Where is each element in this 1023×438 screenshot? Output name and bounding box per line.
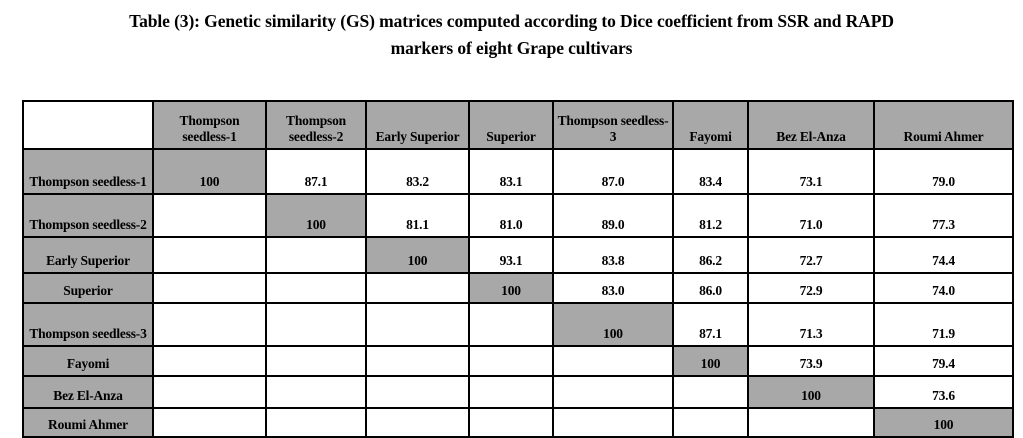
table-row: Thompson seedless-3 100 87.1 71.3 71.9 (22, 302, 1014, 347)
value-cell (365, 375, 470, 409)
value-cell (265, 407, 367, 438)
value-cell: 79.0 (873, 148, 1014, 195)
value-cell: 86.2 (672, 236, 749, 274)
value-cell (468, 345, 554, 377)
row-header: Thompson seedless-3 (22, 302, 154, 347)
value-cell (265, 345, 367, 377)
row-header: Thompson seedless-2 (22, 193, 154, 238)
value-cell (672, 375, 749, 409)
column-header: Bez El-Anza (747, 100, 875, 150)
value-cell (152, 236, 267, 274)
value-cell (468, 407, 554, 438)
diagonal-cell: 100 (747, 375, 875, 409)
similarity-table: Thompson seedless-1 Thompson seedless-2 Ea… (22, 100, 1014, 438)
value-cell (265, 375, 367, 409)
table-header: Thompson seedless-1 Thompson seedless-2 Ea… (22, 100, 1014, 150)
value-cell (468, 302, 554, 347)
value-cell (265, 272, 367, 304)
value-cell (152, 272, 267, 304)
column-header: Fayomi (672, 100, 749, 150)
table-container: Thompson seedless-1 Thompson seedless-2 Ea… (22, 100, 1014, 438)
diagonal-cell: 100 (152, 148, 267, 195)
value-cell: 72.7 (747, 236, 875, 274)
diagonal-cell: 100 (552, 302, 674, 347)
value-cell (152, 375, 267, 409)
row-header: Thompson seedless-1 (22, 148, 154, 195)
value-cell (552, 407, 674, 438)
diagonal-cell: 100 (672, 345, 749, 377)
value-cell (152, 345, 267, 377)
diagonal-cell: 100 (365, 236, 470, 274)
value-cell: 79.4 (873, 345, 1014, 377)
page-title-line1: Table (3): Genetic similarity (GS) matri… (129, 11, 894, 31)
value-cell: 81.1 (365, 193, 470, 238)
value-cell: 93.1 (468, 236, 554, 274)
value-cell: 71.9 (873, 302, 1014, 347)
value-cell: 89.0 (552, 193, 674, 238)
value-cell (365, 407, 470, 438)
table-row: Roumi Ahmer 100 (22, 407, 1014, 438)
value-cell: 81.2 (672, 193, 749, 238)
value-cell: 74.0 (873, 272, 1014, 304)
value-cell (672, 407, 749, 438)
value-cell (265, 236, 367, 274)
value-cell (365, 272, 470, 304)
value-cell: 87.1 (672, 302, 749, 347)
value-cell: 83.0 (552, 272, 674, 304)
table-row: Thompson seedless-2 100 81.1 81.0 89.0 81.2 71… (22, 193, 1014, 238)
value-cell: 83.4 (672, 148, 749, 195)
value-cell (552, 375, 674, 409)
table-row: Superior 100 83.0 86.0 72.9 74.0 (22, 272, 1014, 304)
table-row: Early Superior 100 93.1 83.8 86.2 72.7 74.4 (22, 236, 1014, 274)
column-header: Superior (468, 100, 554, 150)
value-cell: 83.2 (365, 148, 470, 195)
diagonal-cell: 100 (873, 407, 1014, 438)
header-row: Thompson seedless-1 Thompson seedless-2 Ea… (22, 100, 1014, 150)
column-header: Thompson seedless-2 (265, 100, 367, 150)
value-cell (365, 345, 470, 377)
corner-cell (22, 100, 154, 150)
value-cell: 73.9 (747, 345, 875, 377)
column-header: Roumi Ahmer (873, 100, 1014, 150)
table-row: Bez El-Anza 100 73.6 (22, 375, 1014, 409)
value-cell: 73.6 (873, 375, 1014, 409)
column-header: Thompson seedless-3 (552, 100, 674, 150)
value-cell (468, 375, 554, 409)
value-cell (265, 302, 367, 347)
table-row: Fayomi 100 73.9 79.4 (22, 345, 1014, 377)
diagonal-cell: 100 (468, 272, 554, 304)
column-header: Thompson seedless-1 (152, 100, 267, 150)
column-header: Early Superior (365, 100, 470, 150)
value-cell (152, 302, 267, 347)
row-header: Fayomi (22, 345, 154, 377)
value-cell (552, 345, 674, 377)
page-title: Table (3): Genetic similarity (GS) matri… (0, 8, 1023, 62)
value-cell (747, 407, 875, 438)
value-cell: 87.1 (265, 148, 367, 195)
value-cell: 87.0 (552, 148, 674, 195)
row-header: Bez El-Anza (22, 375, 154, 409)
value-cell: 73.1 (747, 148, 875, 195)
table-body: Thompson seedless-1 100 87.1 83.2 83.1 87.0 83… (22, 148, 1014, 438)
value-cell: 86.0 (672, 272, 749, 304)
row-header: Early Superior (22, 236, 154, 274)
value-cell: 81.0 (468, 193, 554, 238)
value-cell: 83.8 (552, 236, 674, 274)
page-title-line2: markers of eight Grape cultivars (390, 38, 633, 59)
value-cell (152, 407, 267, 438)
value-cell (365, 302, 470, 347)
diagonal-cell: 100 (265, 193, 367, 238)
table-row: Thompson seedless-1 100 87.1 83.2 83.1 87.0 83… (22, 148, 1014, 195)
value-cell: 74.4 (873, 236, 1014, 274)
value-cell (152, 193, 267, 238)
value-cell: 72.9 (747, 272, 875, 304)
value-cell: 71.0 (747, 193, 875, 238)
row-header: Roumi Ahmer (22, 407, 154, 438)
value-cell: 83.1 (468, 148, 554, 195)
value-cell: 77.3 (873, 193, 1014, 238)
value-cell: 71.3 (747, 302, 875, 347)
row-header: Superior (22, 272, 154, 304)
